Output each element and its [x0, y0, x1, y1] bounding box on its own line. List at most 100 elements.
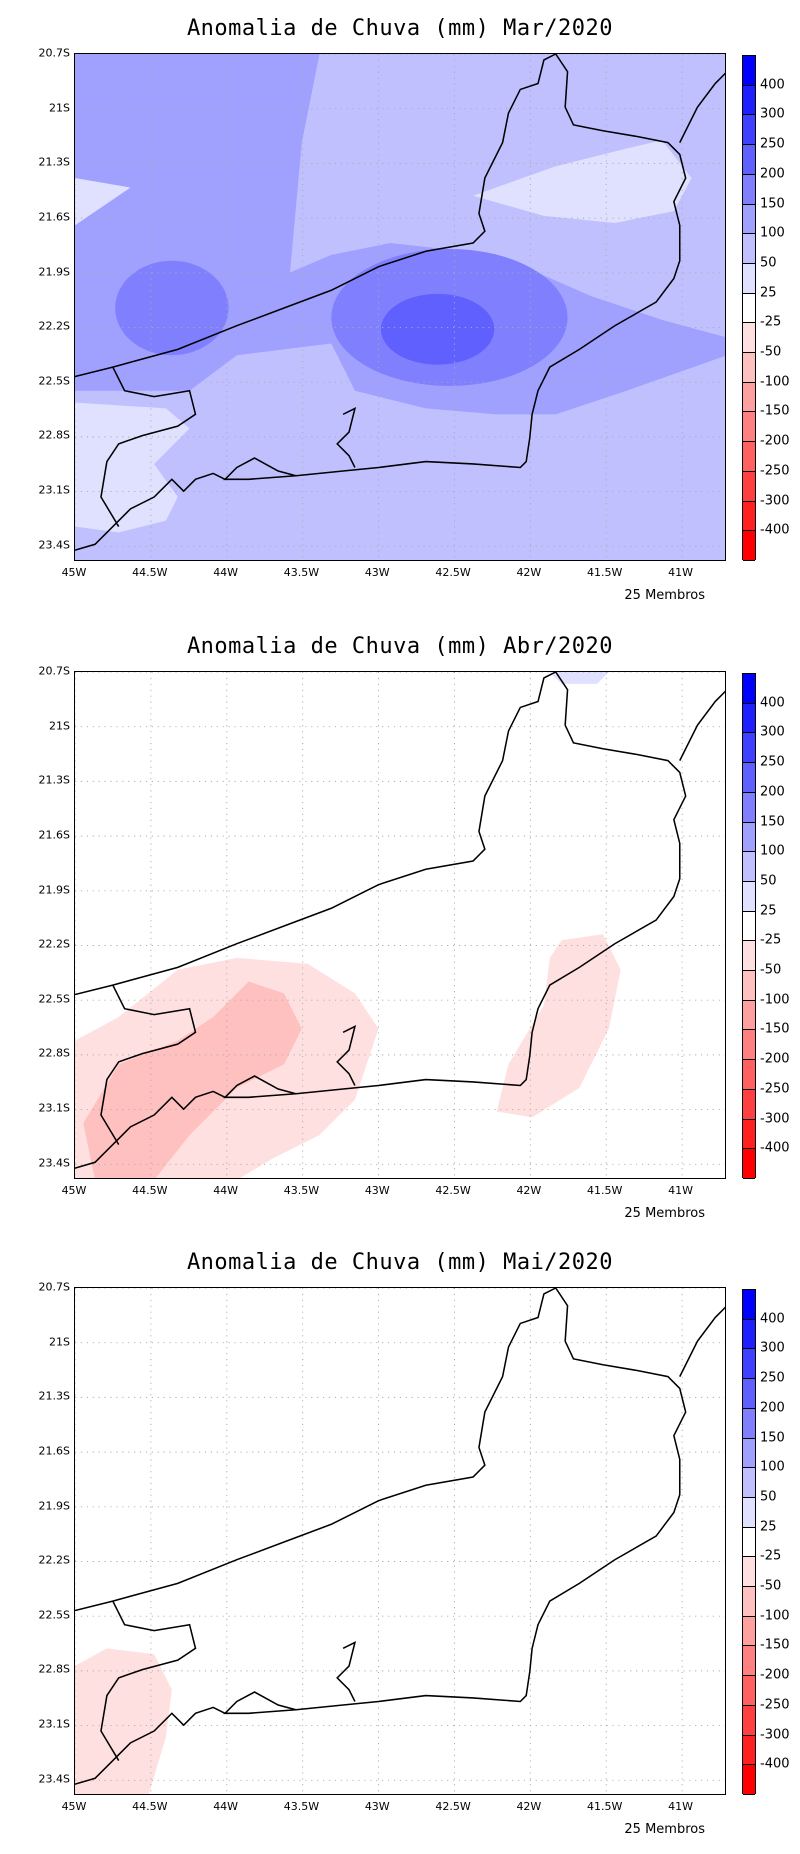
anomaly-contour-region [75, 1648, 172, 1794]
y-tick-label: 22.8S [38, 1046, 70, 1060]
colorbar-bin [743, 1497, 755, 1528]
anomaly-contour-region [549, 672, 609, 684]
colorbar-bin [743, 1000, 755, 1031]
y-tick-label: 21.3S [38, 773, 70, 787]
colorbar-bin [743, 1119, 755, 1150]
y-tick-label: 21S [49, 719, 70, 733]
colorbar-label: -100 [760, 374, 790, 390]
colorbar-bin [743, 763, 755, 793]
y-tick-label: 23.1S [38, 1101, 70, 1115]
y-tick-label: 22.5S [38, 992, 70, 1006]
colorbar-bin [743, 56, 755, 86]
colorbar-label: -250 [760, 1697, 790, 1713]
colorbar-label: 400 [760, 695, 785, 711]
colorbar-label: 150 [760, 196, 785, 212]
colorbar-bin [743, 85, 755, 116]
y-tick-label: 21.6S [38, 1444, 70, 1458]
y-tick-label: 21.9S [38, 883, 70, 897]
x-tick-label: 42.5W [435, 566, 471, 579]
coastline-state-border [75, 54, 725, 551]
colorbar-bin [743, 1676, 755, 1706]
colorbar-bin [743, 1646, 755, 1677]
coastline-state-border [75, 672, 725, 1169]
y-tick-label: 21.6S [38, 210, 70, 224]
colorbar-label: 250 [760, 754, 785, 770]
map-plot-area [74, 671, 726, 1179]
colorbar-bin [743, 1735, 755, 1766]
x-tick-label: 42.5W [435, 1184, 471, 1197]
colorbar [742, 1289, 756, 1795]
x-tick-label: 43.5W [283, 1800, 320, 1813]
anomaly-contour-region [83, 981, 302, 1178]
colorbar-label: -250 [760, 1081, 790, 1097]
x-tick-label: 41W [668, 1800, 693, 1813]
colorbar-label: -100 [760, 992, 790, 1008]
x-tick-label: 44W [213, 1800, 239, 1813]
colorbar-label: 50 [760, 873, 777, 889]
y-tick-label: 21.9S [38, 1499, 70, 1513]
y-tick-label: 22.2S [38, 1553, 70, 1567]
colorbar-label: -300 [760, 1111, 790, 1127]
anomaly-contour-region [115, 260, 229, 356]
colorbar-label: 250 [760, 136, 785, 152]
map-svg [75, 54, 725, 560]
colorbar-bin [743, 703, 755, 734]
colorbar-bin [743, 822, 755, 853]
x-tick-label: 42.5W [435, 1800, 471, 1813]
y-tick-label: 22.2S [38, 319, 70, 333]
colorbar-label: 100 [760, 1459, 785, 1475]
y-tick-label: 23.1S [38, 1717, 70, 1731]
colorbar-label: 25 [760, 1519, 777, 1535]
colorbar-label: 300 [760, 106, 785, 122]
y-tick-label: 20.7S [38, 1280, 70, 1294]
x-tick-label: 41.5W [587, 1800, 623, 1813]
x-tick-label: 45W [61, 566, 87, 579]
colorbar-label: -250 [760, 463, 790, 479]
y-tick-label: 21.3S [38, 155, 70, 169]
colorbar-bin [743, 1089, 755, 1120]
x-tick-label: 41W [668, 1184, 693, 1197]
y-tick-label: 22.5S [38, 1608, 70, 1622]
colorbar-label: -25 [760, 932, 782, 948]
colorbar-bin [743, 1379, 755, 1409]
x-tick-label: 43W [364, 566, 390, 579]
y-tick-label: 23.4S [38, 1156, 70, 1170]
colorbar-bin [743, 1557, 755, 1588]
colorbar-bin [743, 1290, 755, 1320]
colorbar-label: 100 [760, 843, 785, 859]
colorbar-label: -50 [760, 1578, 782, 1594]
colorbar-bin [743, 1030, 755, 1061]
colorbar-bin [743, 1587, 755, 1617]
x-tick-label: 44.5W [132, 1800, 168, 1813]
colorbar-label: 300 [760, 724, 785, 740]
colorbar-bin [743, 674, 755, 704]
colorbar-label: -300 [760, 493, 790, 509]
map-svg [75, 1288, 725, 1794]
colorbar-label: 150 [760, 1430, 785, 1446]
coastline-state-border [75, 1288, 725, 1785]
y-tick-label: 21.9S [38, 265, 70, 279]
colorbar-label: 25 [760, 903, 777, 919]
members-footer: 25 Membros [624, 588, 705, 603]
colorbar-bin [743, 792, 755, 823]
colorbar-bin [743, 1408, 755, 1439]
y-tick-label: 22.8S [38, 1662, 70, 1676]
colorbar-label: 25 [760, 285, 777, 301]
colorbar-bin [743, 881, 755, 912]
colorbar-bin [743, 293, 755, 324]
x-tick-label: 41W [668, 566, 693, 579]
colorbar-bin [743, 1616, 755, 1647]
colorbar-bin [743, 204, 755, 235]
colorbar-bin [743, 852, 755, 882]
colorbar-bin [743, 911, 755, 942]
x-tick-label: 45W [61, 1184, 87, 1197]
colorbar-label: -300 [760, 1727, 790, 1743]
colorbar-label: 200 [760, 784, 785, 800]
colorbar-bin [743, 263, 755, 294]
colorbar-label: -200 [760, 433, 790, 449]
x-tick-label: 41.5W [587, 566, 623, 579]
map-panel: Anomalia de Chuva (mm) Mar/2020 20.7S 21S 2… [0, 0, 800, 618]
anomaly-contour-region [473, 140, 692, 223]
colorbar-bin [743, 1060, 755, 1090]
colorbar-bin [743, 1527, 755, 1558]
